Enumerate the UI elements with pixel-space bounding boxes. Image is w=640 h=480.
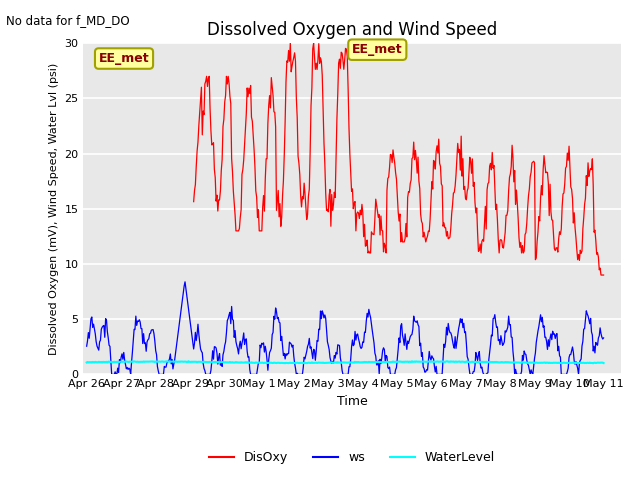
- Text: EE_met: EE_met: [99, 52, 149, 65]
- Y-axis label: Dissolved Oxygen (mV), Wind Speed, Water Lvl (psi): Dissolved Oxygen (mV), Wind Speed, Water…: [49, 63, 59, 355]
- Legend: DisOxy, ws, WaterLevel: DisOxy, ws, WaterLevel: [204, 446, 500, 469]
- Text: EE_met: EE_met: [352, 43, 403, 56]
- Text: No data for f_MD_DO: No data for f_MD_DO: [6, 14, 130, 27]
- X-axis label: Time: Time: [337, 395, 367, 408]
- Title: Dissolved Oxygen and Wind Speed: Dissolved Oxygen and Wind Speed: [207, 21, 497, 39]
